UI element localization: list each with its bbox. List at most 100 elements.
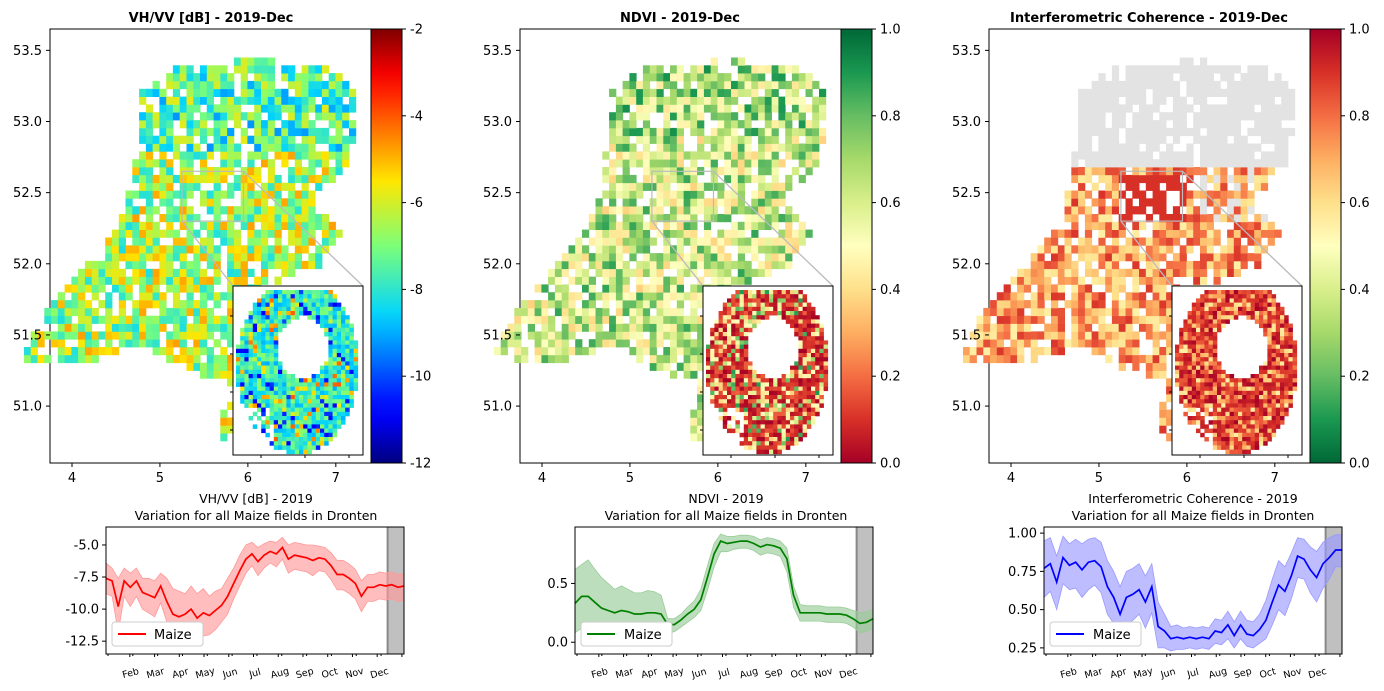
field-cell — [159, 151, 167, 160]
inset-field-cell — [315, 424, 321, 429]
field-cell — [636, 190, 644, 199]
inset-field-cell — [315, 374, 321, 379]
field-cell — [670, 370, 678, 379]
field-cell — [649, 315, 657, 324]
field-cell — [724, 104, 732, 113]
field-cell — [294, 73, 302, 82]
inset-field-cell — [718, 403, 724, 408]
inset-field-cell — [773, 432, 778, 438]
inset-field-cell — [265, 403, 270, 408]
inset-field-cell — [790, 378, 795, 383]
inset-field-cell — [1292, 344, 1298, 350]
field-cell — [1145, 307, 1153, 317]
inset-field-cell — [811, 306, 816, 312]
field-cell — [731, 88, 739, 97]
field-cell — [1023, 315, 1032, 324]
inset-field-cell — [307, 311, 312, 316]
field-cell — [288, 167, 296, 176]
field-cell — [200, 253, 208, 262]
field-cell — [254, 151, 262, 160]
inset-field-cell — [802, 315, 808, 320]
field-cell — [731, 127, 739, 137]
inset-field-cell — [773, 390, 778, 396]
field-cell — [240, 182, 248, 191]
field-cell — [139, 331, 147, 340]
inset-field-cell — [722, 340, 728, 345]
field-cell — [670, 96, 678, 105]
field-cell — [1159, 425, 1167, 434]
field-cell — [1017, 307, 1025, 317]
inset-field-cell — [743, 290, 749, 295]
field-cell — [193, 339, 201, 348]
field-cell — [71, 276, 79, 285]
inset-field-cell — [248, 353, 254, 358]
inset-field-cell — [1292, 348, 1298, 354]
inset-connector — [1182, 170, 1303, 287]
field-cell — [724, 198, 732, 207]
field-cell — [24, 354, 32, 364]
field-cell — [105, 300, 113, 309]
inset-field-cell — [257, 332, 262, 337]
field-cell — [697, 362, 705, 371]
field-cell — [791, 214, 800, 223]
inset-field-cell — [261, 365, 266, 371]
inset-field-cell — [735, 298, 740, 303]
field-cell — [683, 206, 691, 215]
field-cell — [321, 151, 330, 160]
inset-field-cell — [752, 428, 757, 434]
field-cell — [261, 65, 269, 74]
field-cell — [731, 135, 739, 144]
inset-field-cell — [307, 290, 312, 295]
field-cell — [703, 151, 712, 160]
inset-field-cell — [1288, 327, 1293, 333]
field-cell — [1125, 323, 1133, 332]
field-cell — [240, 167, 248, 176]
inset-field-cell — [307, 382, 312, 387]
inset-field-cell — [1217, 327, 1222, 333]
field-cell — [690, 198, 698, 207]
field-cell — [1254, 80, 1262, 90]
field-cell — [1098, 151, 1106, 160]
field-cell — [771, 73, 779, 82]
field-cell — [1030, 339, 1038, 348]
inset-field-cell — [349, 336, 354, 341]
field-cell — [179, 260, 187, 270]
field-cell — [44, 331, 52, 340]
inset-field-cell — [743, 298, 749, 303]
inset-field-cell — [294, 315, 300, 320]
field-cell — [983, 323, 991, 332]
field-cell — [1254, 214, 1262, 223]
field-cell — [139, 276, 147, 285]
inset-field-cell — [718, 374, 724, 379]
inset-field-cell — [785, 432, 791, 438]
field-cell — [247, 206, 255, 215]
field-cell — [717, 182, 725, 191]
inset-field-cell — [286, 445, 291, 450]
field-cell — [670, 307, 678, 317]
field-cell — [1105, 284, 1113, 293]
field-cell — [220, 135, 228, 144]
field-cell — [602, 245, 610, 254]
inset-field-cell — [806, 344, 812, 350]
inset-field-cell — [257, 374, 262, 379]
field-cell — [548, 331, 556, 340]
field-cell — [91, 347, 99, 356]
field-cell — [227, 260, 235, 270]
field-cell — [261, 135, 269, 144]
field-cell — [758, 182, 766, 191]
inset-field-cell — [273, 323, 279, 329]
inset-field-cell — [336, 302, 342, 308]
field-cell — [642, 96, 651, 105]
field-cell — [166, 315, 174, 324]
field-cell — [1166, 151, 1174, 160]
inset-field-cell — [1267, 298, 1272, 303]
inset-field-cell — [727, 382, 732, 387]
field-cell — [697, 300, 705, 309]
inset-field-cell — [307, 411, 312, 417]
inset-field-cell — [1187, 332, 1193, 337]
field-cell — [1152, 370, 1160, 379]
field-cell — [731, 260, 739, 270]
inset-field-cell — [341, 386, 346, 392]
field-cell — [1172, 253, 1181, 262]
map-title: VH/VV [dB] - 2019-Dec — [129, 11, 294, 26]
